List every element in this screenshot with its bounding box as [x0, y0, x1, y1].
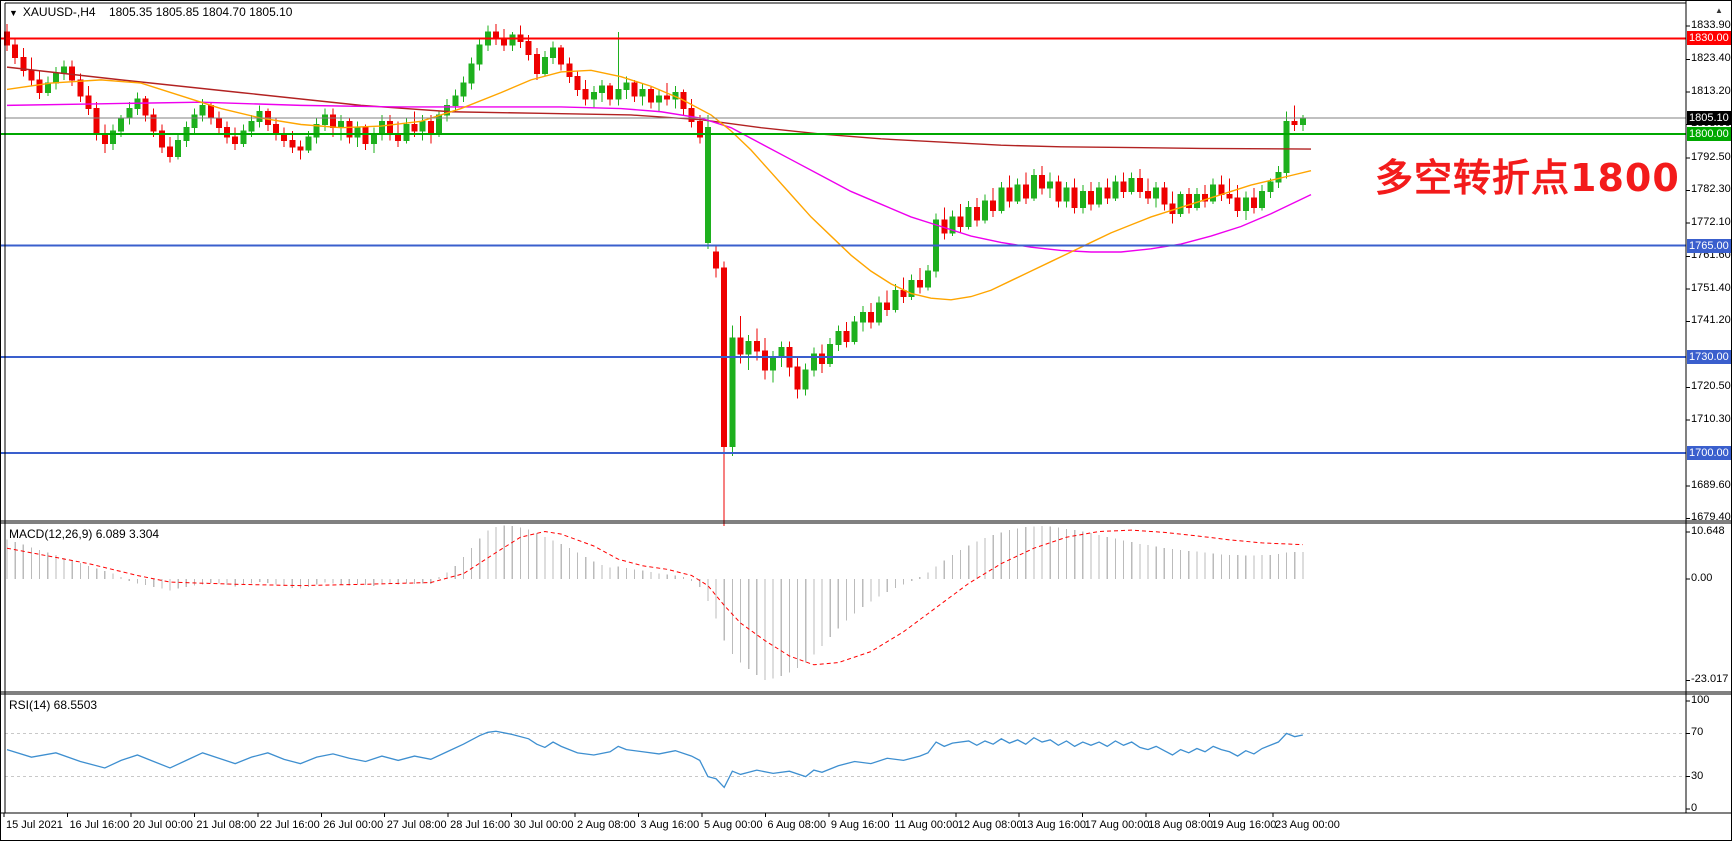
symbol-dropdown-icon[interactable]: ▼ [9, 8, 18, 18]
time-tick-label: 28 Jul 16:00 [450, 819, 511, 831]
price-tick-label: 1792.50 [1691, 150, 1731, 163]
time-tick-label: 23 Aug 00:00 [1275, 819, 1340, 831]
time-tick-label: 9 Aug 16:00 [830, 819, 890, 831]
time-tick-label: 26 Jul 00:00 [323, 819, 384, 831]
time-tick-label: 18 Aug 08:00 [1148, 819, 1213, 831]
ohlc-values: 1805.35 1805.85 1804.70 1805.10 [108, 5, 293, 19]
macd-tick-label: -23.017 [1691, 673, 1729, 686]
time-tick-label: 27 Jul 08:00 [386, 819, 447, 831]
price-tick-label: 1772.10 [1691, 215, 1731, 228]
time-tick-label: 3 Aug 16:00 [640, 819, 700, 831]
price-tick-label: 1782.30 [1691, 183, 1731, 196]
current-price-box: 1805.10 [1687, 110, 1731, 125]
macd-tick-label: 0.00 [1691, 572, 1713, 584]
price-tick-label: 1741.20 [1691, 314, 1731, 327]
time-tick-label: 20 Jul 00:00 [132, 819, 193, 831]
time-tick-label: 22 Jul 16:00 [259, 819, 320, 831]
time-tick-label: 16 Jul 16:00 [69, 819, 130, 831]
time-tick-label: 21 Jul 08:00 [196, 819, 257, 831]
time-tick-label: 17 Aug 00:00 [1084, 819, 1150, 831]
time-tick-label: 6 Aug 08:00 [767, 819, 827, 831]
level-price-box: 1830.00 [1687, 31, 1731, 46]
macd-label: MACD(12,26,9) 6.089 3.304 [9, 527, 160, 541]
ma-slow-red [6, 66, 1312, 150]
ma-fast-orange [6, 69, 1312, 301]
price-tick-label: 1679.40 [1691, 511, 1731, 524]
level-price-box: 1765.00 [1687, 238, 1731, 253]
price-tick-label: 1751.40 [1691, 281, 1731, 294]
level-price-box: 1800.00 [1687, 127, 1731, 142]
rsi-tick-label: 70 [1691, 726, 1704, 739]
symbol-label: XAUUSD-,H4 [22, 5, 96, 19]
rsi-tick-label: 0 [1691, 802, 1698, 814]
time-tick-label: 2 Aug 08:00 [577, 819, 636, 831]
time-tick-label: 13 Aug 16:00 [1021, 819, 1087, 831]
rsi-tick-label: 100 [1691, 694, 1710, 706]
level-price-box: 1730.00 [1687, 350, 1731, 365]
chart-title: ▼ XAUUSD-,H4 1805.35 1805.85 1804.70 1805… [9, 5, 292, 19]
price-tick-label: 1833.90 [1691, 19, 1731, 31]
price-tick-label: 1813.20 [1691, 84, 1731, 97]
price-tick-label: 1710.30 [1691, 412, 1731, 425]
time-tick-label: 5 Aug 00:00 [703, 819, 763, 831]
ma-mid-magenta [6, 101, 1312, 253]
time-tick-label: 15 Jul 2021 [6, 819, 63, 831]
annotation-text: 多空转折点1800 [1375, 156, 1680, 200]
scale-marker-icon[interactable]: ▲ [1715, 6, 1723, 15]
level-price-box: 1700.00 [1687, 445, 1731, 460]
price-tick-label: 1823.40 [1691, 52, 1731, 65]
macd-tick-label: 10.648 [1691, 525, 1725, 538]
time-tick-label: 12 Aug 08:00 [957, 819, 1023, 831]
time-tick-label: 19 Aug 16:00 [1211, 819, 1277, 831]
time-tick-label: 11 Aug 00:00 [894, 819, 959, 831]
time-tick-label: 30 Jul 00:00 [513, 819, 574, 831]
rsi-label: RSI(14) 68.5503 [9, 698, 98, 712]
price-tick-label: 1720.50 [1691, 380, 1731, 393]
rsi-tick-label: 30 [1691, 769, 1704, 782]
price-tick-label: 1689.60 [1691, 478, 1731, 491]
